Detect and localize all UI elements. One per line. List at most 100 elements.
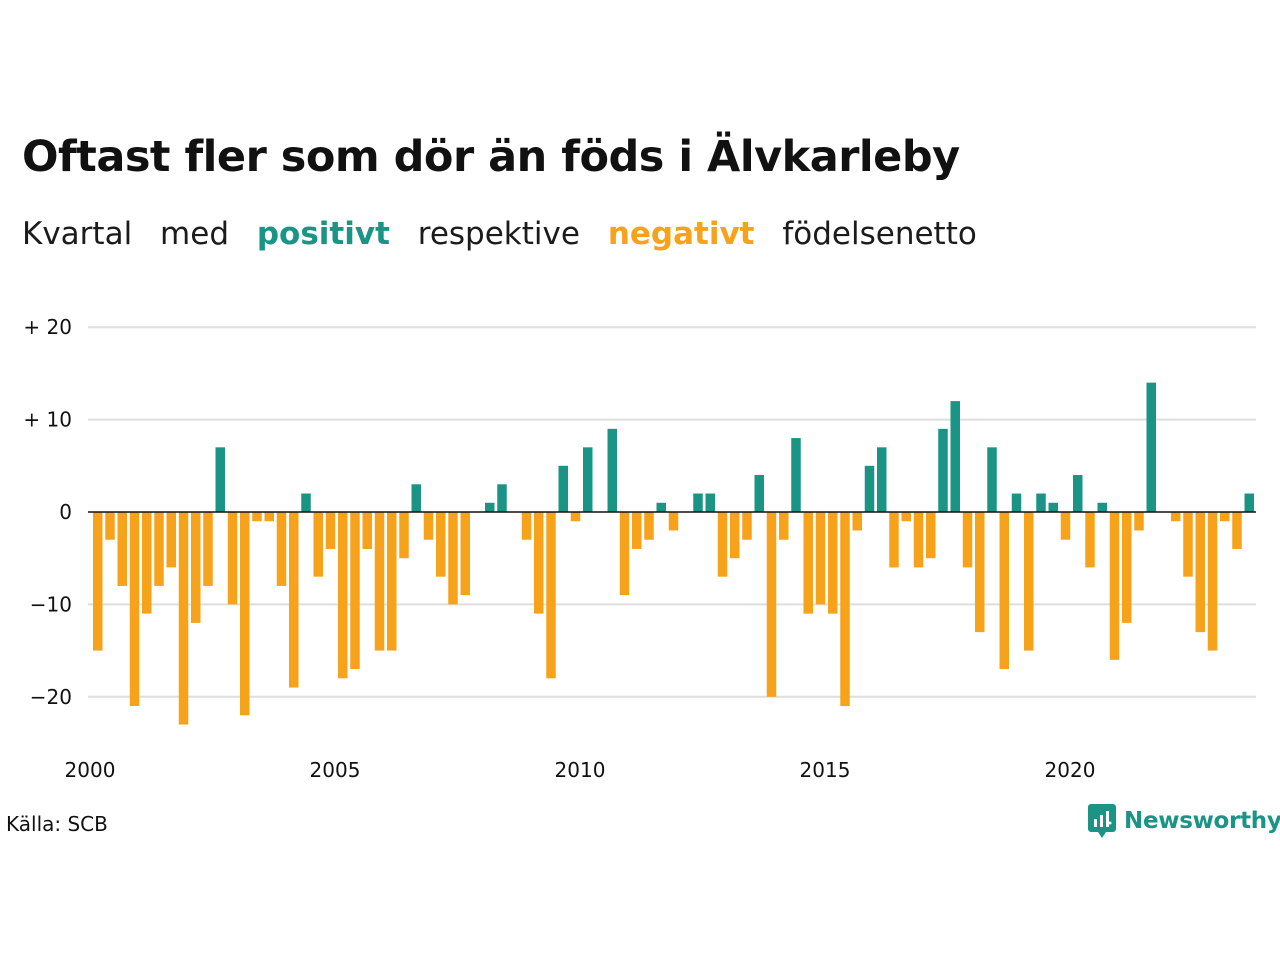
bar: [901, 512, 911, 522]
bar: [546, 512, 556, 679]
bar: [1024, 512, 1034, 651]
bar: [1097, 502, 1107, 512]
bar: [913, 512, 924, 568]
bar: [338, 512, 348, 679]
bar: [374, 512, 385, 651]
bar: [534, 512, 544, 614]
bar: [656, 502, 666, 512]
brand-name: Newsworthy: [1124, 808, 1280, 834]
bar: [178, 512, 189, 725]
bar: [1134, 512, 1144, 531]
bar: [325, 512, 336, 549]
bar: [350, 512, 360, 670]
subtitle-text-fodelsenetto: födelsenetto: [782, 216, 977, 252]
bar: [1109, 512, 1120, 660]
bar: [766, 512, 777, 697]
x-tick-label: 2000: [65, 758, 116, 782]
bar: [987, 447, 997, 512]
bar: [852, 512, 862, 531]
bar: [1085, 512, 1095, 568]
bar: [999, 512, 1009, 670]
bar: [583, 447, 593, 512]
bar: [803, 512, 813, 614]
bar: [460, 512, 470, 596]
x-tick-label: 2010: [555, 758, 606, 782]
bar: [1244, 493, 1254, 512]
bar: [815, 512, 826, 605]
bar: [142, 512, 152, 614]
bar: [607, 428, 617, 512]
bar: [1207, 512, 1218, 651]
bar: [436, 512, 446, 577]
bar: [632, 512, 642, 549]
y-tick-label: + 20: [23, 315, 72, 339]
bar: [668, 512, 679, 531]
bar: [399, 512, 409, 559]
bar: [717, 512, 728, 577]
bar: [497, 484, 507, 512]
bar: [754, 475, 764, 512]
bar: [889, 512, 899, 568]
bar: [448, 512, 458, 605]
y-tick-label: −10: [30, 592, 72, 616]
bar: [1073, 475, 1083, 512]
bar: [521, 512, 532, 540]
subtitle-text-med: med: [160, 216, 229, 252]
bar: [129, 512, 140, 707]
bar: [840, 512, 850, 707]
bar: [779, 512, 789, 540]
bar: [1011, 493, 1022, 512]
bar: [411, 484, 421, 512]
bar: [1122, 512, 1132, 623]
bar: [1183, 512, 1193, 577]
x-tick-label: 2005: [310, 758, 361, 782]
bar: [387, 512, 397, 651]
bar: [730, 512, 740, 559]
source-note: Källa: SCB: [6, 812, 108, 836]
bar: [1048, 502, 1058, 512]
bar: [1195, 512, 1205, 633]
bar: [301, 493, 311, 512]
bar: [644, 512, 654, 540]
bar: [877, 447, 887, 512]
subtitle-text-kvartal: Kvartal: [22, 216, 133, 252]
bar: [938, 428, 948, 512]
subtitle-text-respektive: respektive: [417, 216, 580, 252]
bar: [423, 512, 434, 540]
legend-negative: negativt: [607, 216, 755, 252]
bar: [1060, 512, 1071, 540]
bar: [1036, 493, 1046, 512]
bar: [864, 465, 875, 512]
bar: [1232, 512, 1242, 549]
bar: [1146, 382, 1156, 512]
bar: [962, 512, 973, 568]
x-tick-label: 2015: [800, 758, 851, 782]
bar: [570, 512, 581, 522]
bar: [619, 512, 630, 596]
newsworthy-logo-icon: [1088, 804, 1116, 838]
brand-logo[interactable]: Newsworthy: [1088, 804, 1280, 838]
y-tick-label: + 10: [23, 408, 72, 432]
bar: [828, 512, 838, 614]
bar: [166, 512, 176, 568]
bar: [289, 512, 299, 688]
bar: [276, 512, 287, 586]
bar: [791, 438, 801, 512]
bar: [1220, 512, 1230, 522]
chart-subtitle: Kvartal med positivt respektive negativt…: [22, 216, 995, 252]
bar: [705, 493, 715, 512]
bar: [252, 512, 262, 522]
bar: [93, 512, 103, 651]
bar: [203, 512, 213, 586]
bar: [485, 502, 495, 512]
y-tick-label: −20: [30, 685, 72, 709]
bar: [215, 447, 225, 512]
bar: [558, 465, 568, 512]
bar: [975, 512, 985, 633]
bar: [1171, 512, 1181, 522]
bar-chart: + 20 + 10 0 −10 −20 2000 2005 2010 2015 2020: [23, 315, 1256, 782]
bar: [950, 401, 960, 512]
bar: [742, 512, 752, 540]
bar: [117, 512, 127, 586]
bar: [154, 512, 164, 586]
